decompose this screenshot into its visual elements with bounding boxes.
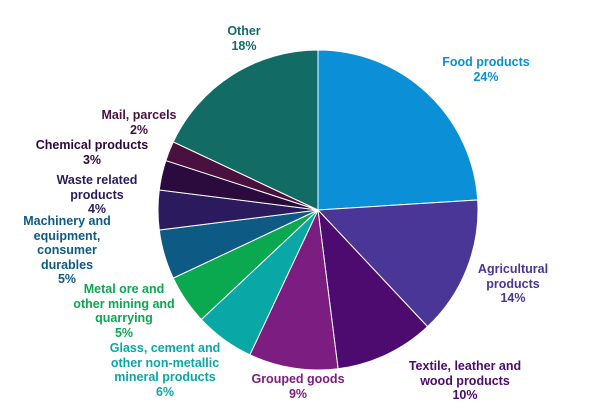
slice-label-metal-ore-and-other-mining-and-quarrying: Metal ore and other mining and quarrying…: [73, 282, 174, 340]
slice-label-chemical-products: Chemical products 3%: [36, 138, 149, 167]
slice-value: 18%: [231, 38, 257, 53]
slice-label-glass-cement-and-other-non-metallic-mineral-products: Glass, cement and other non-metallic min…: [110, 341, 220, 399]
slice-value: 10%: [452, 388, 478, 402]
slice-name: Food products: [442, 55, 530, 69]
slice-name: Chemical products: [35, 138, 149, 152]
pie-slice-textile-leather-and-wood-products: [317, 208, 429, 370]
slice-label-grouped-goods: Grouped goods 9%: [251, 372, 344, 401]
slice-name: Metal ore and other mining and quarrying: [73, 282, 175, 325]
slice-value: 4%: [87, 202, 107, 216]
slice-name: Agricultural products: [477, 262, 549, 291]
slice-label-agricultural-products: Agricultural products 14%: [478, 262, 548, 306]
pie-slice-food-products: [317, 49, 479, 211]
pie-slice-agricultural-products: [316, 199, 479, 328]
slice-name: Textile, leather and wood products: [408, 359, 522, 388]
slice-name: Machinery and equipment, consumer durabl…: [23, 214, 111, 272]
slice-value: 6%: [155, 384, 175, 399]
pie-slice-other: [172, 49, 319, 211]
slice-value: 2%: [129, 122, 149, 137]
slice-value: 5%: [114, 325, 134, 340]
slice-label-other: Other 18%: [227, 24, 260, 53]
pie-slices: [157, 49, 479, 371]
slice-name: Grouped goods: [251, 372, 345, 386]
slice-label-textile-leather-and-wood-products: Textile, leather and wood products 10%: [409, 359, 521, 403]
slice-value: 24%: [473, 69, 499, 84]
pie-slice-grouped-goods: [249, 208, 339, 371]
slice-label-waste-related-products: Waste related products 4%: [57, 173, 138, 217]
slice-name: Glass, cement and other non-metallic min…: [109, 341, 221, 384]
slice-value: 5%: [57, 272, 77, 286]
slice-name: Mail, parcels: [101, 108, 177, 122]
slice-value: 14%: [500, 291, 526, 305]
slice-name: Waste related products: [56, 173, 138, 202]
slice-name: Other: [227, 24, 261, 38]
slice-label-mail-parcels: Mail, parcels 2%: [101, 108, 176, 137]
slice-label-food-products: Food products 24%: [442, 55, 530, 84]
slice-value: 3%: [82, 152, 102, 167]
slice-value: 9%: [288, 386, 308, 401]
slice-label-machinery-and-equipment-consumer-durables: Machinery and equipment, consumer durabl…: [23, 214, 111, 287]
